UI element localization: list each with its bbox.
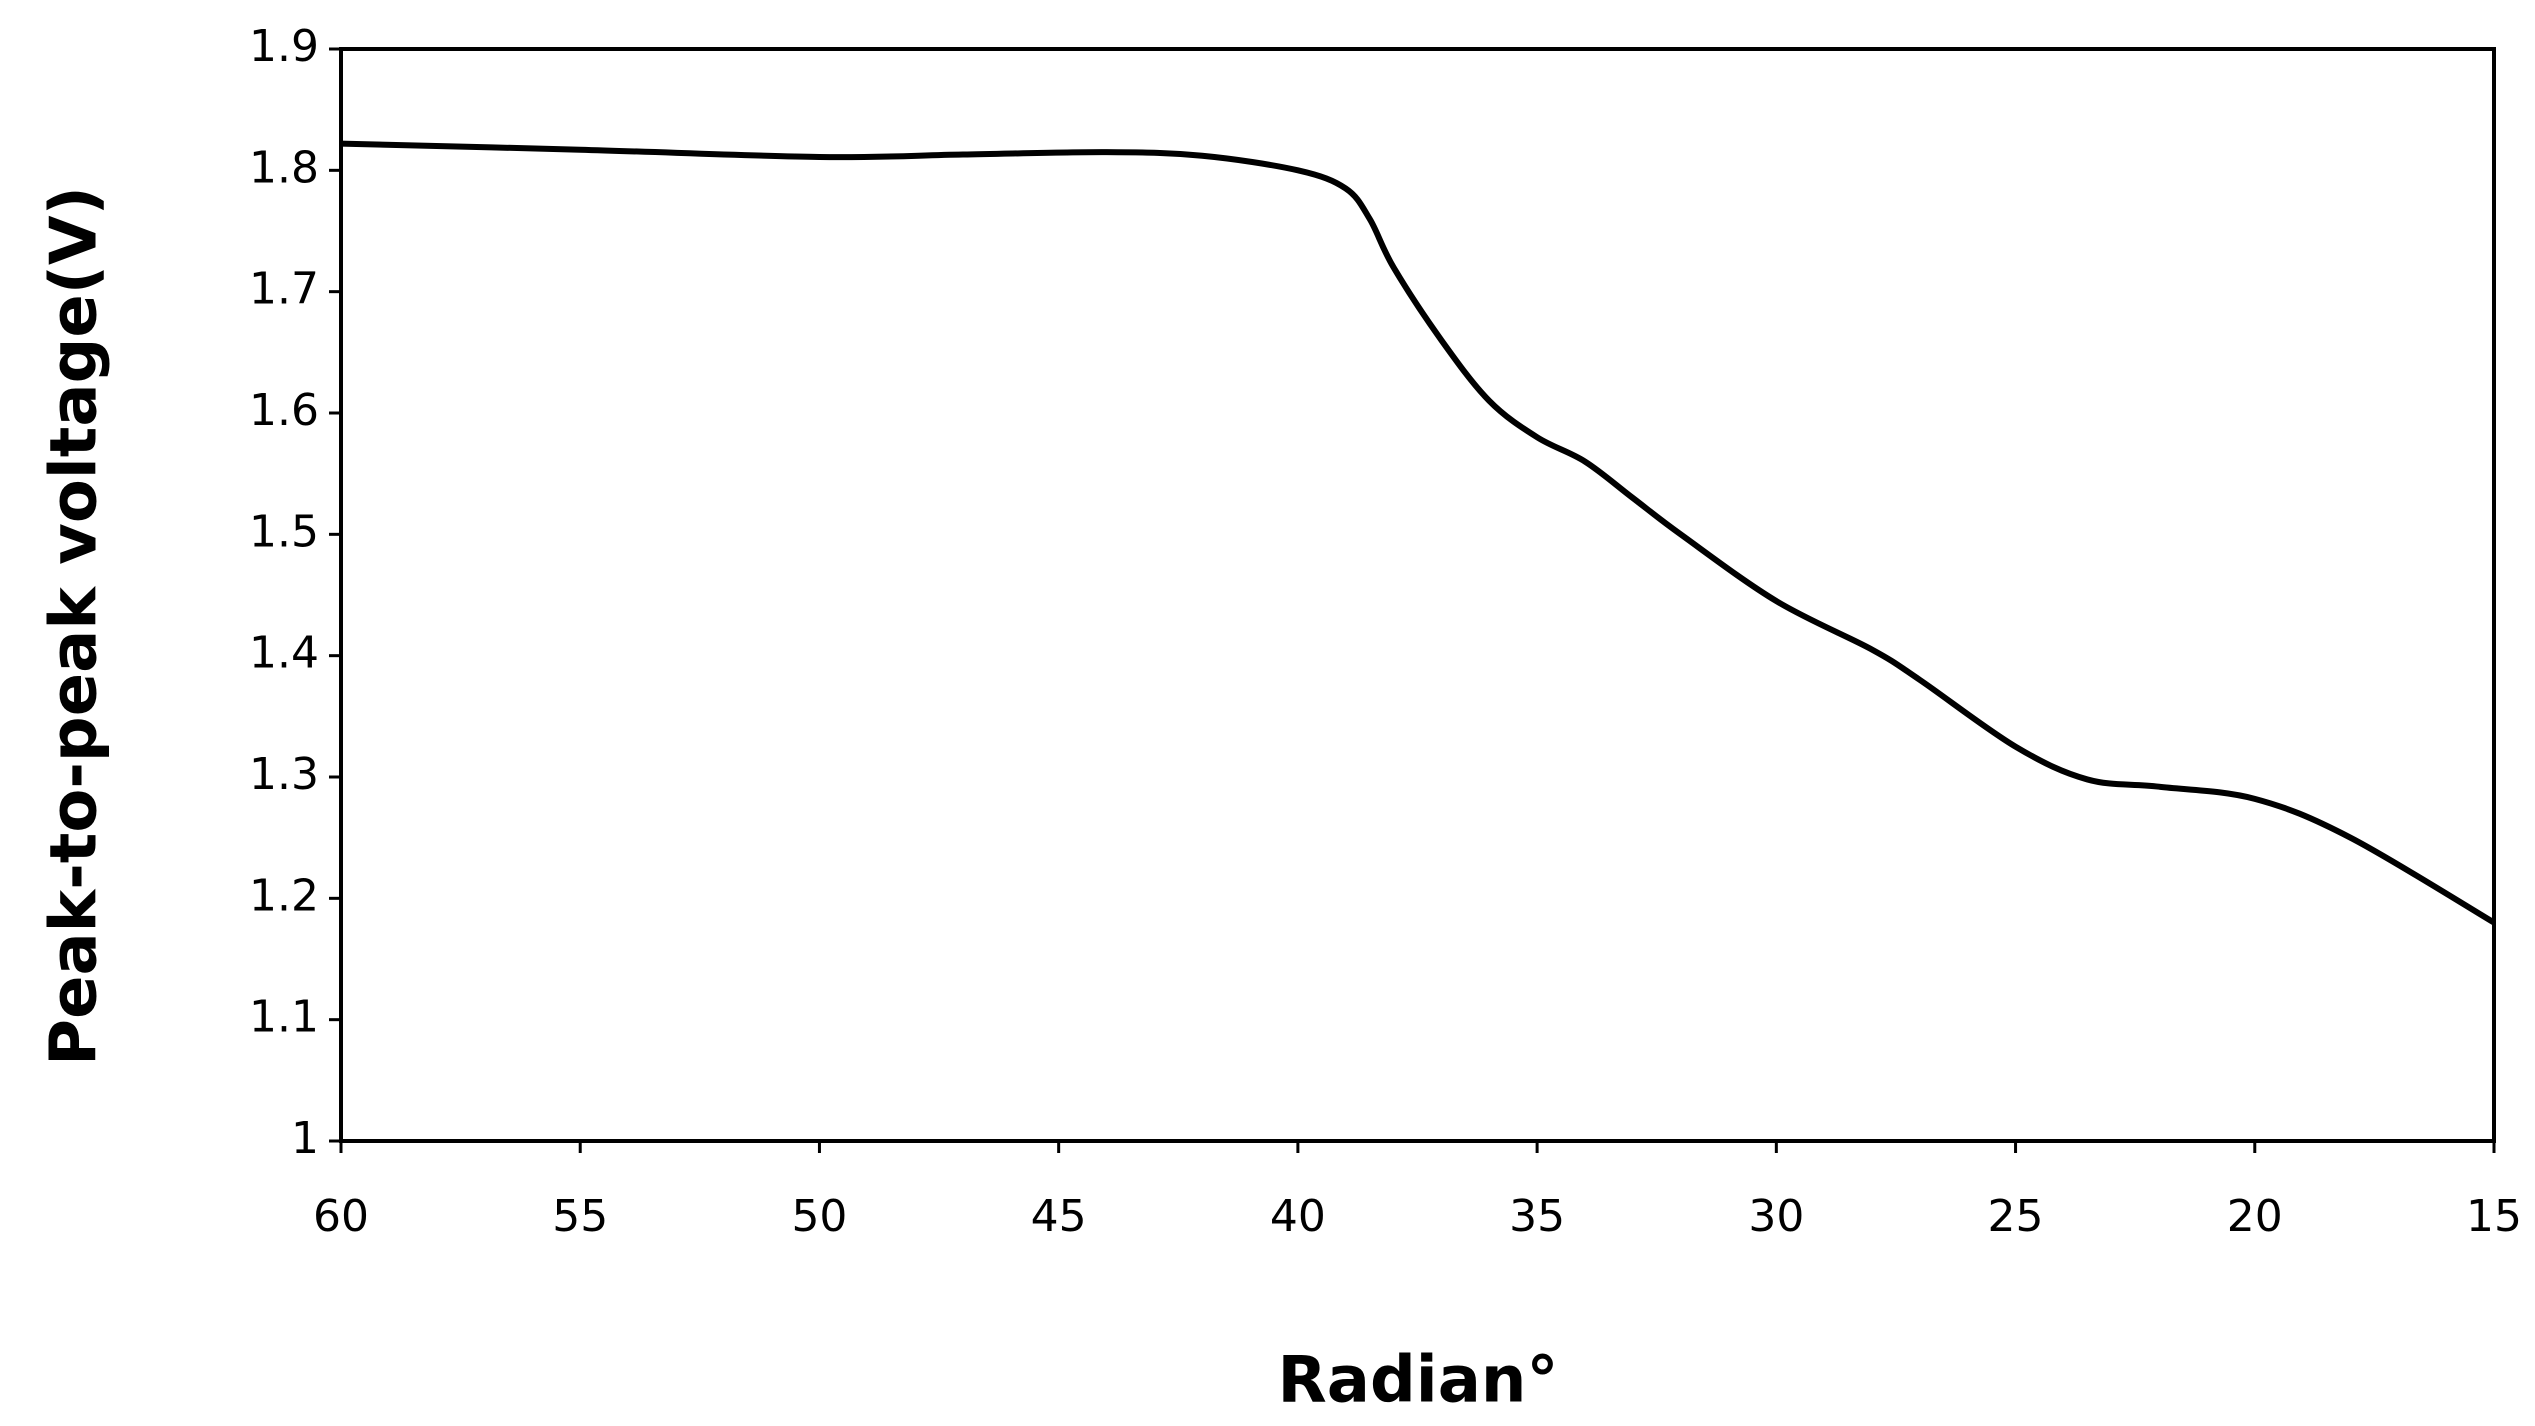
- x-tick-label: 35: [1509, 1191, 1565, 1242]
- x-tick-label: 20: [2227, 1191, 2283, 1242]
- y-tick-label: 1.9: [249, 21, 319, 72]
- x-tick-label: 25: [1988, 1191, 2044, 1242]
- x-tick-label: 50: [791, 1191, 847, 1242]
- y-tick-label: 1: [291, 1113, 319, 1164]
- x-tick-label: 60: [313, 1191, 369, 1242]
- y-tick-label: 1.8: [249, 142, 319, 193]
- y-tick-label: 1.4: [249, 628, 319, 679]
- y-tick-label: 1.3: [249, 749, 319, 800]
- x-tick-label: 40: [1270, 1191, 1326, 1242]
- x-tick-label: 55: [552, 1191, 608, 1242]
- y-axis-title: Peak-to-peak voltage(V): [38, 186, 112, 1066]
- x-tick-label: 30: [1748, 1191, 1804, 1242]
- y-tick-label: 1.6: [249, 385, 319, 436]
- y-tick-label: 1.2: [249, 870, 319, 921]
- plot-frame: [339, 47, 2496, 1143]
- data-line: [340, 140, 2496, 926]
- y-tick-label: 1.7: [249, 264, 319, 315]
- y-tick-label: 1.1: [249, 992, 319, 1043]
- x-axis-title: Radian°: [1278, 1344, 1559, 1418]
- y-tick-label: 1.5: [249, 506, 319, 557]
- x-tick-label: 45: [1031, 1191, 1087, 1242]
- x-tick-label: 15: [2466, 1191, 2522, 1242]
